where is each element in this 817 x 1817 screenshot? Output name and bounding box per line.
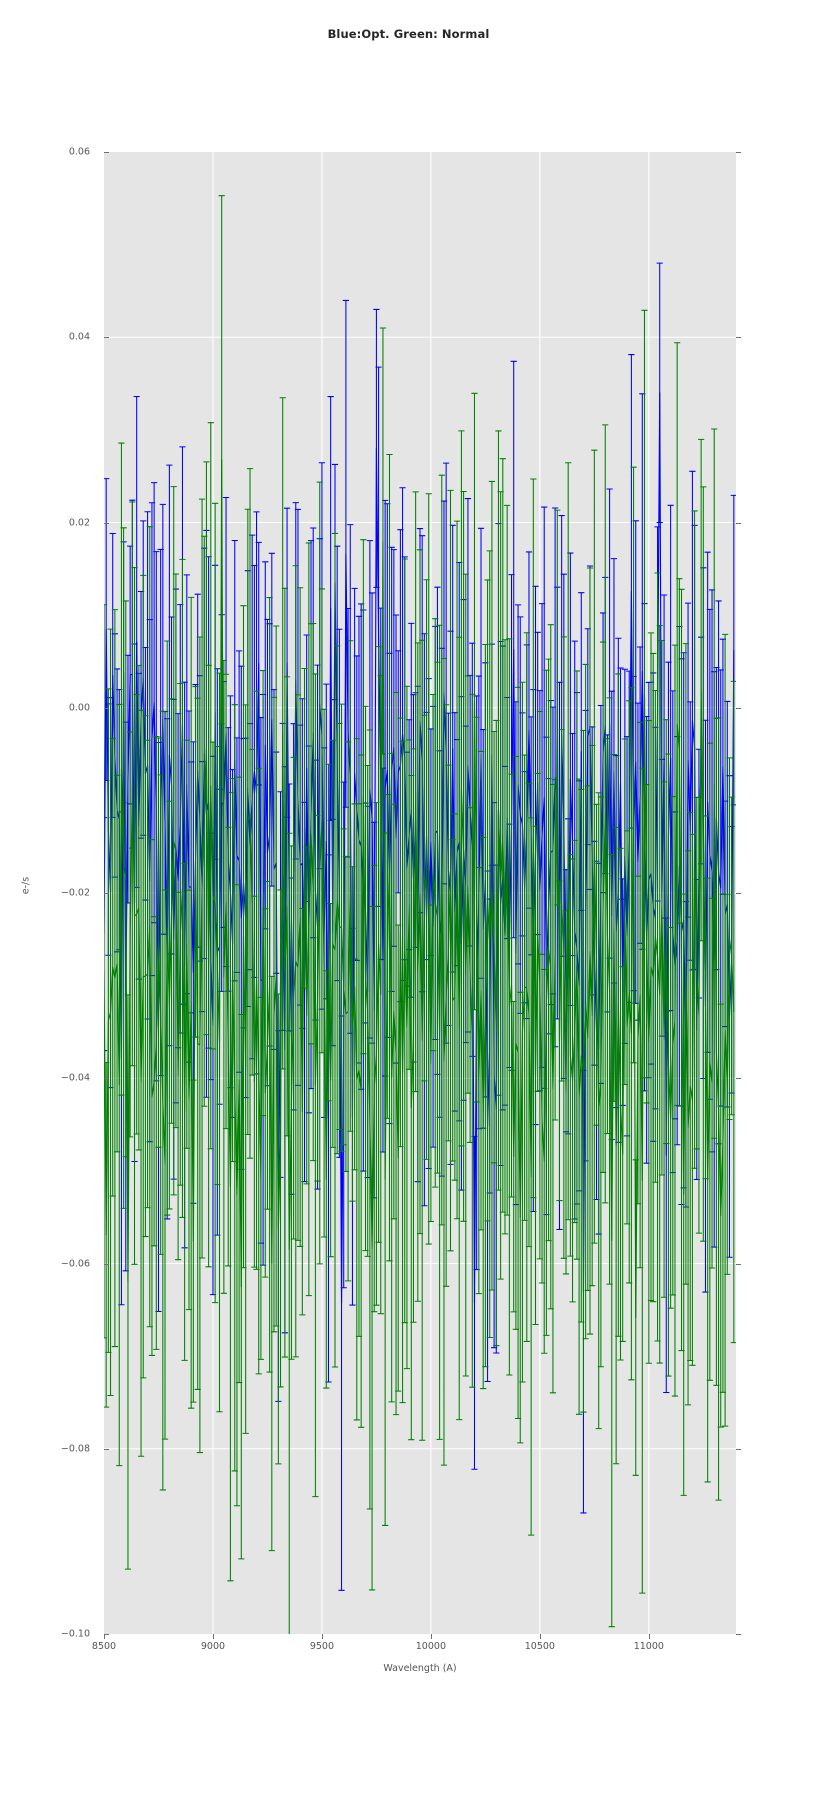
y-tick-mark (736, 1634, 741, 1635)
y-axis-tick-labels: −0.10 −0.08 −0.06 −0.04 −0.02 0.00 0.02 0.04 0.0… (24, 0, 90, 1817)
y-tick-mark (736, 152, 741, 153)
y-tick-label: −0.10 (60, 1628, 90, 1640)
plot-area (104, 152, 736, 1634)
x-tick-label: 10500 (524, 1641, 555, 1652)
series-line (104, 459, 735, 1319)
y-tick-mark (104, 893, 109, 894)
series-line (104, 392, 735, 1304)
y-tick-label: −0.04 (60, 1072, 90, 1084)
x-tick-label: 11000 (633, 1641, 664, 1652)
x-tick-mark (212, 1634, 214, 1639)
y-tick-mark (736, 893, 741, 894)
y-tick-mark (104, 152, 109, 153)
data-series-layer (104, 195, 736, 1634)
y-tick-mark (104, 707, 109, 709)
x-tick-mark (648, 1634, 650, 1639)
y-tick-mark (104, 1263, 109, 1265)
y-tick-mark (736, 1078, 741, 1080)
y-tick-label: 0.04 (68, 331, 90, 343)
x-tick-mark (104, 1634, 105, 1639)
y-tick-mark (104, 1448, 109, 1450)
y-tick-mark (104, 1078, 109, 1080)
y-tick-label: 0.06 (68, 146, 90, 158)
y-tick-mark (104, 1634, 109, 1635)
x-tick-label: 9000 (200, 1641, 226, 1652)
y-tick-label: −0.06 (60, 1258, 90, 1269)
x-tick-mark (539, 1634, 541, 1639)
y-tick-mark (736, 522, 741, 524)
x-tick-mark (430, 1634, 432, 1639)
y-tick-mark (104, 522, 109, 524)
x-tick-mark (321, 1634, 323, 1639)
y-tick-mark (736, 337, 741, 339)
y-tick-label: 0.02 (68, 517, 90, 528)
x-tick-label: 10000 (415, 1641, 446, 1652)
x-tick-label: 9500 (309, 1641, 335, 1652)
y-tick-mark (736, 1448, 741, 1450)
y-tick-mark (736, 1263, 741, 1265)
y-tick-mark (736, 707, 741, 709)
y-tick-label: −0.08 (60, 1443, 90, 1455)
y-tick-label: 0.00 (68, 702, 90, 714)
series-normal (104, 195, 736, 1634)
y-tick-mark (104, 337, 109, 339)
x-tick-label: 8500 (91, 1641, 117, 1652)
x-axis-label: Wavelength (A) (383, 1663, 457, 1674)
chart-title: Blue:Opt. Green: Normal (327, 27, 490, 41)
y-axis-label: e-/s (20, 876, 32, 895)
y-tick-label: −0.02 (60, 887, 90, 899)
